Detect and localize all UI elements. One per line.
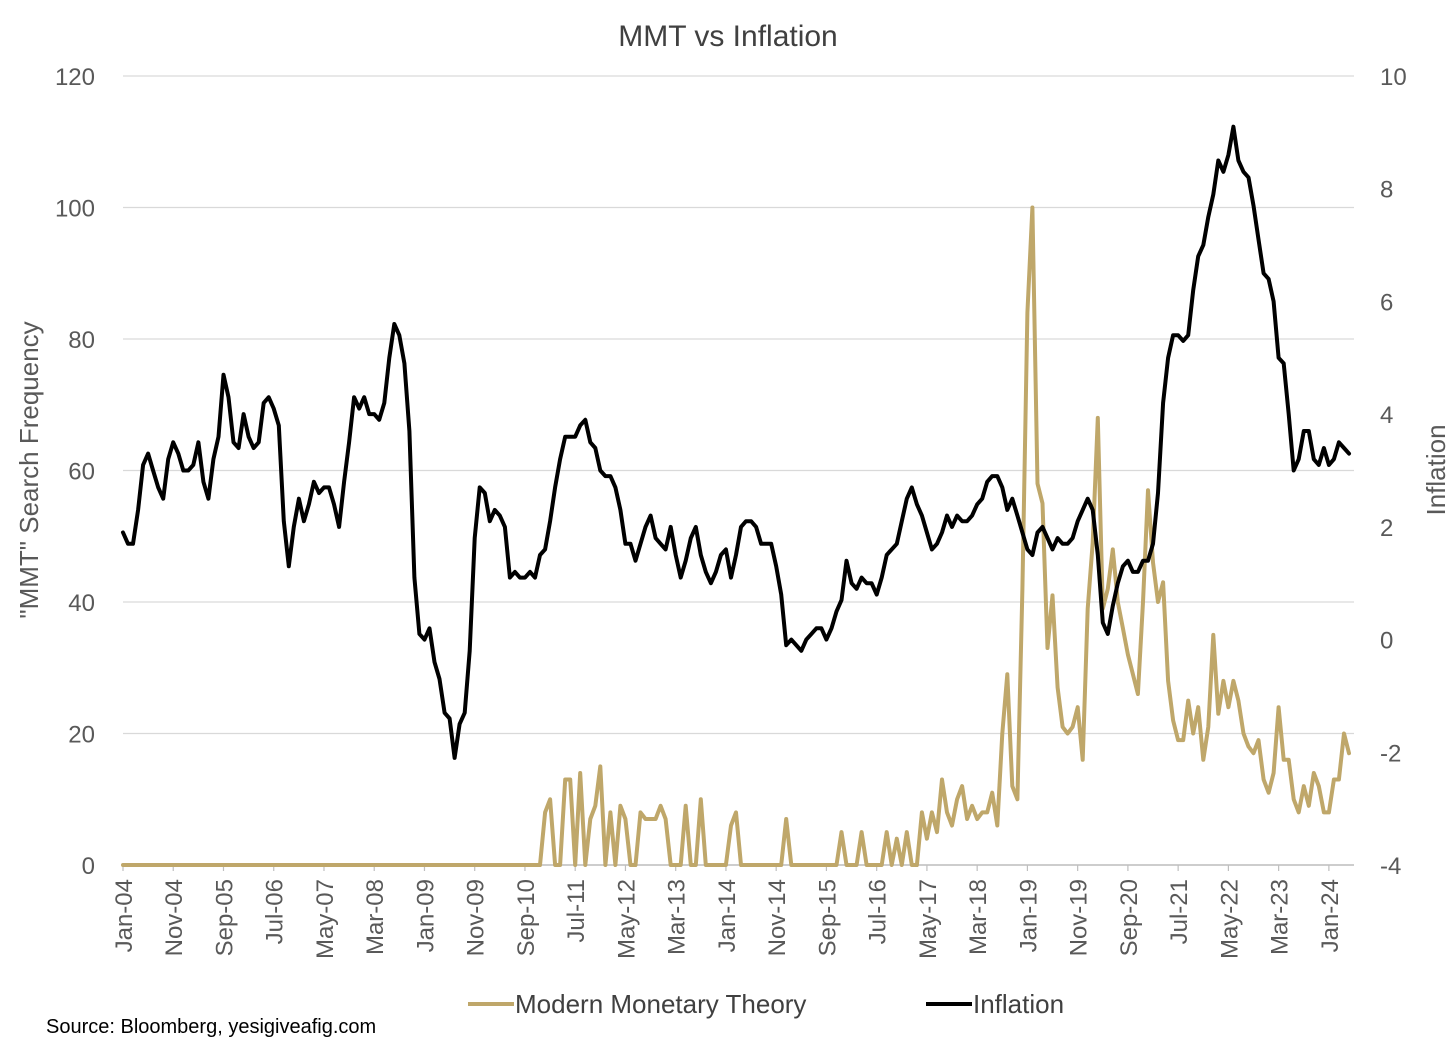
right-tick-label: 8 <box>1380 177 1393 204</box>
right-tick-label: 10 <box>1380 64 1407 91</box>
left-axis-title: "MMT" Search Frequency <box>14 321 44 618</box>
x-tick-label: Nov-19 <box>1066 879 1093 956</box>
x-tick-label: Jan-14 <box>714 879 741 952</box>
x-tick-label: May-22 <box>1216 879 1243 959</box>
x-tick-label: Nov-14 <box>764 879 791 956</box>
x-tick-label: Jan-04 <box>111 879 138 952</box>
legend-label-mmt: Modern Monetary Theory <box>515 989 806 1019</box>
x-tick-label: May-17 <box>915 879 942 959</box>
series-layer <box>121 124 1351 867</box>
x-tick-label: May-07 <box>312 879 339 959</box>
right-axis-title: Inflation <box>1421 424 1451 515</box>
x-tick-label: Nov-09 <box>463 879 490 956</box>
x-tick-label: Sep-10 <box>513 879 540 956</box>
x-tick-label: Jul-06 <box>262 879 289 944</box>
right-tick-label: 4 <box>1380 402 1393 429</box>
left-tick-label: 120 <box>55 64 95 91</box>
x-tick-label: Sep-15 <box>814 879 841 956</box>
gridlines <box>123 75 1354 866</box>
source-note: Source: Bloomberg, yesigiveafig.com <box>46 1016 377 1038</box>
x-tick-label: Jul-21 <box>1166 879 1193 944</box>
x-tick-label: Mar-08 <box>362 879 389 955</box>
x-tick-label: Sep-05 <box>211 879 238 956</box>
x-tick-label: Jul-16 <box>865 879 892 944</box>
right-tick-label: 2 <box>1380 515 1393 542</box>
series-line-inflation <box>121 124 1351 760</box>
x-tick-label: Jan-09 <box>412 879 439 952</box>
x-tick-label: Nov-04 <box>161 879 188 956</box>
legend-label-inflation: Inflation <box>973 989 1064 1019</box>
right-tick-label: -4 <box>1380 853 1401 880</box>
x-tick-label: May-12 <box>613 879 640 959</box>
legend: Modern Monetary Theory Inflation <box>468 989 1064 1019</box>
left-tick-label: 60 <box>68 459 95 486</box>
left-tick-label: 20 <box>68 722 95 749</box>
right-tick-label: 0 <box>1380 628 1393 655</box>
x-tick-label: Jan-19 <box>1015 879 1042 952</box>
left-tick-label: 40 <box>68 590 95 617</box>
left-tick-label: 80 <box>68 327 95 354</box>
series-line-mmt <box>121 205 1351 867</box>
x-tick-label: Mar-13 <box>664 879 691 955</box>
right-tick-label: 6 <box>1380 289 1393 316</box>
left-tick-label: 0 <box>82 853 95 880</box>
left-axis-ticks: 0 20 40 60 80 100 120 <box>55 64 95 880</box>
right-tick-label: -2 <box>1380 740 1401 767</box>
chart-title: MMT vs Inflation <box>618 20 838 53</box>
x-tick-label: Mar-23 <box>1267 879 1294 955</box>
x-tick-label: Sep-20 <box>1116 879 1143 956</box>
x-tick-label: Jul-11 <box>563 879 590 943</box>
x-tick-label: Mar-18 <box>965 879 992 955</box>
x-axis-ticks: Jan-04 Nov-04 Sep-05 Jul-06 May-07 Mar-08 Jan-… <box>111 865 1344 959</box>
right-axis-ticks: -4 -2 0 2 4 6 8 10 <box>1380 64 1407 880</box>
left-tick-label: 100 <box>55 196 95 223</box>
x-tick-label: Jan-24 <box>1317 879 1344 952</box>
